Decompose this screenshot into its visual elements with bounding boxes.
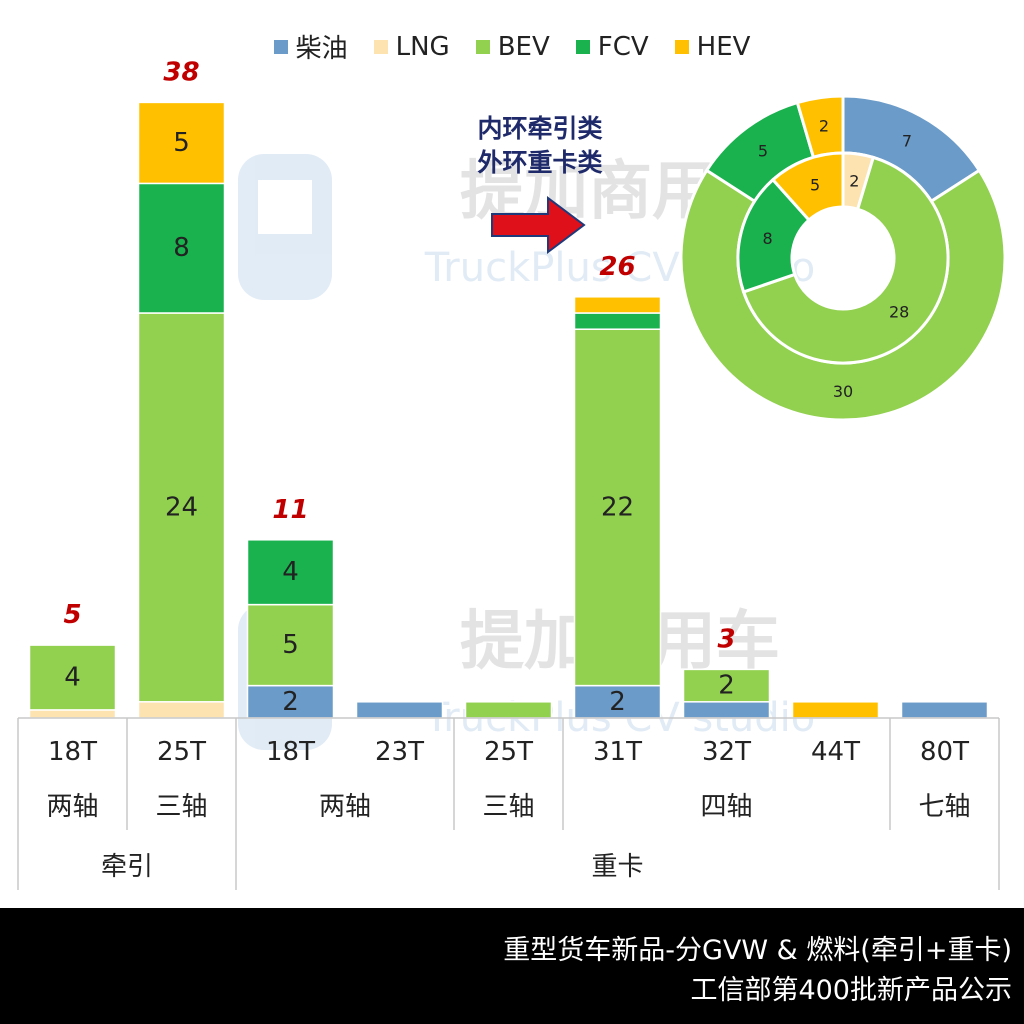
outer-ring-note: 外环重卡类 [477,148,603,177]
x-tick-label: 25T [484,737,533,767]
bar-segment [137,182,226,314]
bar-segment [682,701,771,719]
x-subgroup-label: 七轴 [918,792,970,822]
ring-annotation: 内环牵引类 外环重卡类 [440,112,640,180]
footer-title: 重型货车新品-分GVW & 燃料(牵引+重卡) [503,935,1012,966]
bar-segment [573,296,662,314]
bar-value-label: 4 [282,557,299,587]
bar-value-label: 5 [173,128,190,158]
x-tick-label: 32T [702,737,751,767]
watermark-logo-cross [258,180,312,234]
bar-value-label: 8 [173,233,190,263]
bar-value-label: 2 [609,687,626,717]
x-subgroup-label: 三轴 [482,792,534,822]
x-subgroup-label: 四轴 [700,792,752,822]
bar-segment [137,312,226,703]
x-group-label: 牵引 [101,852,153,882]
inner-ring-label: 2 [849,171,859,190]
legend-swatch [273,39,288,54]
bar-segment [464,701,553,719]
x-subgroup-label: 两轴 [319,792,371,822]
legend-swatch [674,39,689,54]
x-tick-label: 80T [920,737,969,767]
x-tick-label: 44T [811,737,860,767]
legend-label: FCV [597,31,649,62]
bar-value-label: 24 [165,492,198,522]
bar-segment [28,644,117,711]
footer-subtitle: 工信部第400批新产品公示 [690,975,1012,1006]
watermark-logo-icon [238,154,332,300]
legend-item: BEV [475,28,550,65]
total-label: 11 [272,495,308,525]
x-subgroup-label: 三轴 [155,792,207,822]
legend-label: HEV [696,31,751,62]
bar-segment [246,603,335,687]
legend-swatch [475,39,490,54]
x-tick-label: 18T [266,737,315,767]
bar-value-label: 5 [282,630,299,660]
footer-bar: 重型货车新品-分GVW & 燃料(牵引+重卡) 工信部第400批新产品公示 [0,908,1024,1024]
inner-ring-label: 28 [889,303,909,322]
bar-segment [573,312,662,330]
x-tick-label: 25T [157,737,206,767]
bar-segment [791,701,880,719]
legend-item: LNG [373,28,450,65]
inner-ring-slice [770,151,845,223]
outer-ring-label: 2 [819,116,829,135]
x-subgroup-label: 两轴 [46,792,98,822]
bar-segment [900,701,989,719]
bar-segment [682,668,771,703]
x-tick-label: 31T [593,737,642,767]
x-group-label: 重卡 [591,852,643,882]
inner-ring-note: 内环牵引类 [477,114,603,143]
bar-value-label: 2 [718,671,735,701]
bar-value-label: 22 [601,492,634,522]
x-tick-label: 23T [375,737,424,767]
bar-segment [137,101,226,185]
total-label: 3 [717,624,735,654]
bar-value-label: 4 [64,663,81,693]
outer-ring-label: 5 [758,142,768,161]
outer-ring-label: 30 [833,382,853,401]
bar-segment [355,701,444,719]
bar-segment [246,539,335,606]
legend-label: 柴油 [295,34,348,64]
outer-ring-label: 7 [902,131,912,150]
arrow-shape [491,196,586,254]
bar-segment [246,684,335,719]
bar-value-label: 2 [282,687,299,717]
chart-legend: 柴油 LNG BEV FCV HEV [0,28,1024,65]
bar-segment [137,701,226,719]
inner-ring-label: 8 [762,229,772,248]
legend-swatch [575,39,590,54]
inner-ring-slice [741,155,950,365]
total-label: 38 [163,57,199,87]
total-label: 26 [599,252,635,282]
legend-item: 柴油 [273,28,348,65]
total-label: 5 [63,600,81,630]
watermark-logo-shape [238,154,332,300]
legend-label: BEV [497,31,550,62]
x-tick-label: 18T [48,737,97,767]
legend-label: LNG [395,31,450,62]
legend-swatch [373,39,388,54]
inner-ring-label: 5 [810,176,820,195]
arrow-icon [491,196,586,254]
legend-item: HEV [674,28,751,65]
bar-segment [28,709,117,719]
legend-item: FCV [575,28,649,65]
bar-segment [573,328,662,687]
